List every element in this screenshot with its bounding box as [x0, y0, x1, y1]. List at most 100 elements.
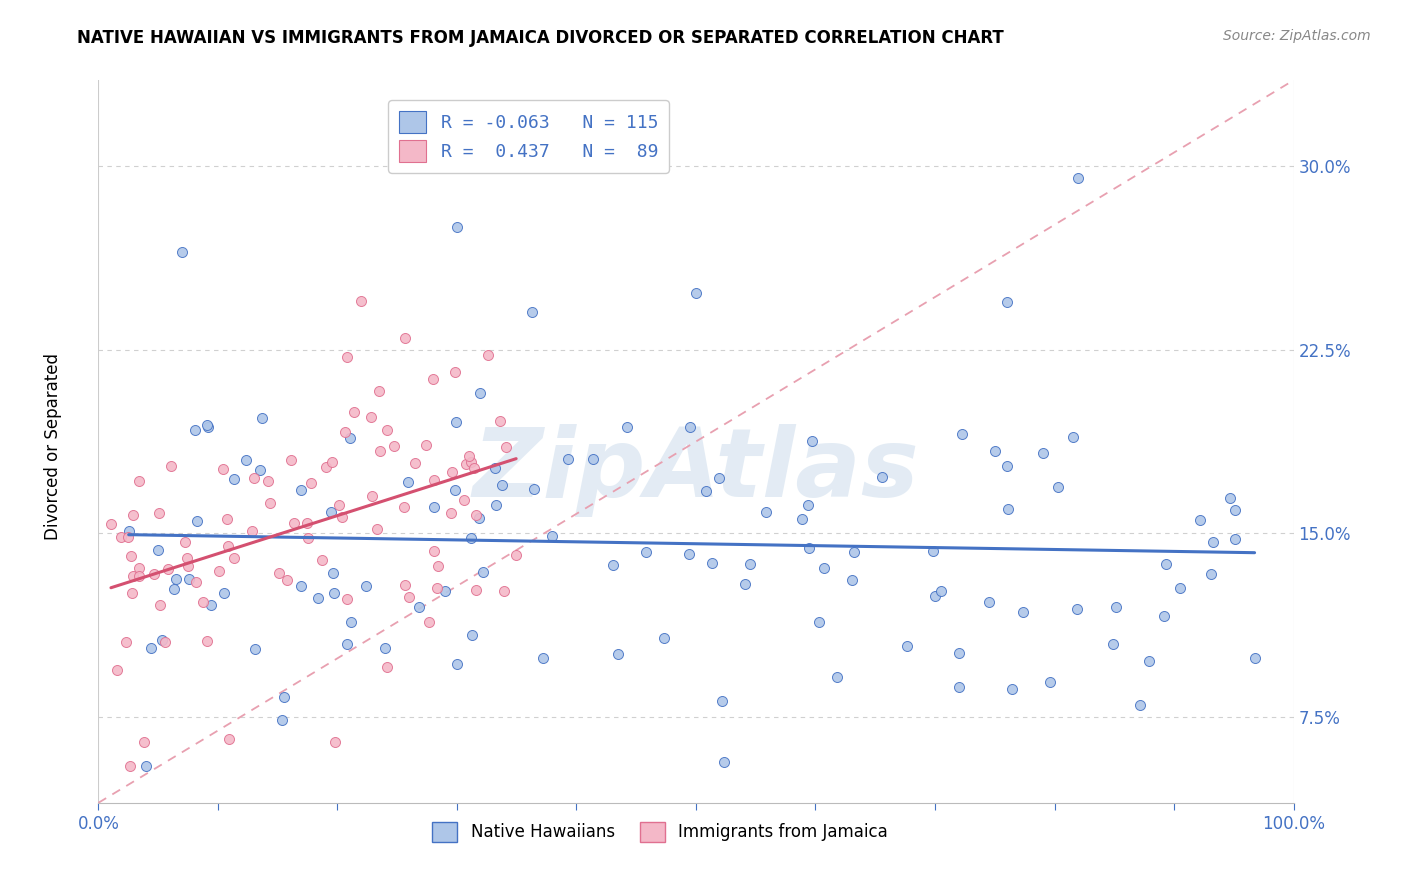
Point: [842, 545, 865, 559]
Point: [290, 483, 312, 498]
Point: [148, 506, 170, 520]
Point: [323, 735, 346, 749]
Point: [200, 598, 222, 612]
Point: [290, 579, 312, 593]
Point: [121, 569, 143, 583]
Point: [433, 583, 456, 598]
Point: [366, 522, 388, 536]
Point: [446, 415, 468, 429]
Point: [368, 384, 391, 398]
Point: [557, 452, 579, 467]
Point: [872, 469, 894, 483]
Point: [602, 558, 624, 573]
Point: [1001, 681, 1024, 696]
Point: [148, 542, 170, 557]
Point: [1012, 605, 1035, 619]
Point: [330, 510, 353, 524]
Point: [340, 615, 363, 629]
Point: [195, 417, 218, 432]
Point: [997, 501, 1019, 516]
Point: [464, 583, 486, 598]
Point: [339, 431, 361, 445]
Point: [295, 516, 318, 531]
Point: [128, 568, 150, 582]
Point: [333, 425, 356, 439]
Text: Source: ZipAtlas.com: Source: ZipAtlas.com: [1223, 29, 1371, 44]
Point: [368, 443, 391, 458]
Point: [217, 539, 239, 553]
Point: [360, 409, 382, 424]
Point: [453, 492, 475, 507]
Point: [354, 579, 377, 593]
Point: [418, 615, 440, 629]
Point: [256, 474, 278, 488]
Point: [520, 305, 543, 319]
Point: [343, 404, 366, 418]
Point: [422, 371, 444, 385]
Point: [361, 489, 384, 503]
Point: [827, 669, 849, 683]
Point: [841, 573, 863, 587]
Point: [132, 734, 155, 748]
Point: [446, 657, 468, 671]
Point: [311, 553, 333, 567]
Point: [1223, 533, 1246, 547]
Point: [738, 557, 761, 571]
Point: [321, 455, 343, 469]
Point: [1067, 171, 1090, 186]
Point: [468, 511, 491, 525]
Point: [531, 650, 554, 665]
Point: [446, 220, 468, 235]
Point: [995, 459, 1018, 474]
Point: [808, 615, 831, 629]
Point: [141, 640, 163, 655]
Point: [135, 759, 157, 773]
Point: [249, 462, 271, 476]
Point: [929, 584, 952, 599]
Point: [441, 465, 464, 479]
Point: [307, 591, 329, 605]
Point: [707, 471, 730, 485]
Point: [1153, 609, 1175, 624]
Point: [245, 641, 267, 656]
Point: [259, 496, 281, 510]
Point: [801, 434, 824, 448]
Point: [315, 460, 337, 475]
Point: [711, 694, 734, 708]
Point: [149, 598, 172, 612]
Point: [319, 506, 342, 520]
Point: [484, 499, 506, 513]
Point: [299, 475, 322, 490]
Point: [523, 482, 546, 496]
Point: [491, 477, 513, 491]
Point: [235, 452, 257, 467]
Point: [128, 474, 150, 488]
Point: [176, 551, 198, 566]
Text: NATIVE HAWAIIAN VS IMMIGRANTS FROM JAMAICA DIVORCED OR SEPARATED CORRELATION CHA: NATIVE HAWAIIAN VS IMMIGRANTS FROM JAMAI…: [77, 29, 1004, 47]
Point: [150, 632, 173, 647]
Point: [153, 635, 176, 649]
Point: [713, 755, 735, 769]
Point: [208, 565, 231, 579]
Point: [1137, 654, 1160, 668]
Point: [142, 567, 165, 582]
Point: [464, 508, 486, 523]
Point: [114, 635, 136, 649]
Point: [394, 578, 416, 592]
Point: [328, 498, 350, 512]
Point: [440, 507, 463, 521]
Point: [1032, 446, 1054, 460]
Point: [177, 572, 200, 586]
Point: [995, 294, 1018, 309]
Point: [336, 350, 359, 364]
Point: [197, 420, 219, 434]
Point: [184, 423, 207, 437]
Point: [404, 456, 426, 470]
Point: [1062, 430, 1084, 444]
Point: [377, 423, 399, 437]
Point: [172, 244, 194, 259]
Point: [489, 414, 512, 428]
Point: [484, 460, 506, 475]
Point: [634, 545, 657, 559]
Point: [336, 592, 359, 607]
